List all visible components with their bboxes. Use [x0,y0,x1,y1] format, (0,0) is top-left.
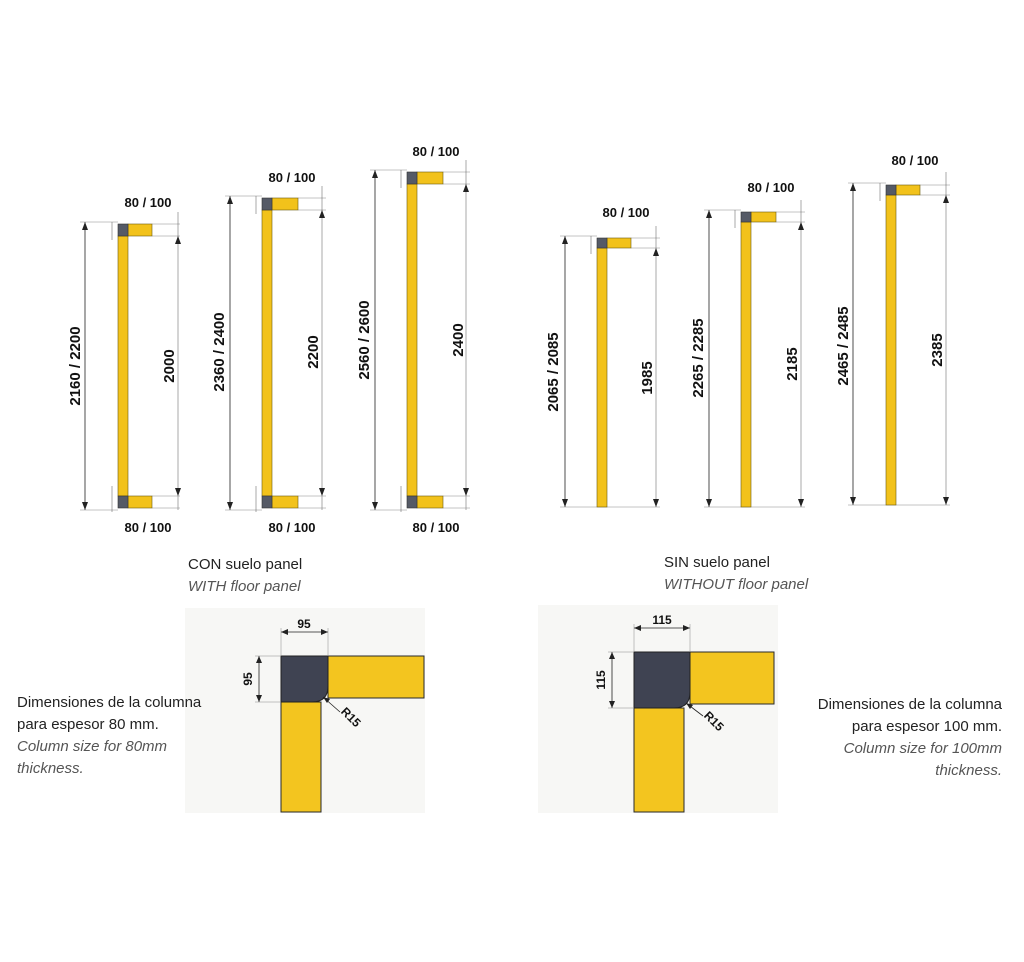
bottom-arm [271,495,299,509]
detail-80-caption-es-1: Dimensiones de la columna [17,694,202,711]
top-corner [406,171,418,185]
top-arm [416,171,444,185]
bottom-corner [261,495,273,509]
column-post [596,247,608,508]
without-floor-caption: SIN suelo panel WITHOUT floor panel [664,552,808,596]
detail-width-label: 95 [297,617,311,631]
total-height-label: 2160 / 2200 [67,326,84,405]
detail-80-drawing: 95 95 R15 [185,608,425,813]
top-corner [596,237,608,249]
total-height-label: 2265 / 2285 [690,318,707,397]
detail-height-label: 95 [241,672,255,686]
bottom-width-label: 80 / 100 [413,520,460,535]
top-arm [271,197,299,211]
without-floor-column-2: 80 / 100 2265 / 2285 2185 [690,180,805,508]
total-height-label: 2560 / 2600 [356,300,373,379]
top-arm [895,184,921,196]
column-post [406,183,418,497]
with-floor-column-3: 80 / 100 80 / 100 2560 / 2600 2400 [356,144,470,535]
bottom-arm [416,495,444,509]
top-width-label: 80 / 100 [125,195,172,210]
bottom-width-label: 80 / 100 [125,520,172,535]
column-post [117,235,129,497]
inner-height-label: 2000 [161,349,178,382]
detail-arm [689,651,775,705]
detail-arm [327,655,425,699]
with-floor-column-2: 80 / 100 80 / 100 2360 / 2400 2200 [211,170,326,535]
top-corner [117,223,129,237]
detail-100-caption-es-1: Dimensiones de la columna [817,696,1002,713]
bottom-width-label: 80 / 100 [269,520,316,535]
column-post [740,221,752,508]
column-post [885,194,897,506]
without-floor-column-3: 80 / 100 2465 / 2485 2385 [835,153,950,506]
with-floor-caption-es: CON suelo panel [188,556,303,573]
with-floor-caption-en: WITH floor panel [188,578,301,595]
top-corner [740,211,752,223]
without-floor-column-1: 80 / 100 2065 / 2085 1985 [545,205,660,508]
detail-80-caption: Dimensiones de la columna para espesor 8… [17,692,201,780]
total-height-label: 2465 / 2485 [835,306,852,385]
without-floor-caption-en: WITHOUT floor panel [664,576,809,593]
top-width-label: 80 / 100 [748,180,795,195]
without-floor-caption-es: SIN suelo panel [664,554,770,571]
detail-height-label: 115 [594,670,608,690]
detail-80-caption-es-2: para espesor 80 mm. [17,716,159,733]
detail-100-caption: Dimensiones de la columna para espesor 1… [818,694,1002,782]
total-height-label: 2065 / 2085 [545,332,562,411]
inner-height-label: 2185 [784,347,801,380]
with-floor-caption: CON suelo panel WITH floor panel [188,554,302,598]
detail-post [280,701,322,813]
detail-post [633,707,685,813]
detail-width-label: 115 [652,613,672,627]
detail-80-caption-en-1: Column size for 80mm [17,738,168,755]
inner-height-label: 1985 [639,361,656,394]
bottom-arm [127,495,153,509]
top-arm [606,237,632,249]
detail-100-drawing: 115 115 R15 [538,605,778,813]
top-arm [750,211,777,223]
top-corner [261,197,273,211]
detail-100-caption-en-2: thickness. [935,762,1002,779]
inner-height-label: 2385 [929,333,946,366]
column-post [261,209,273,497]
detail-80-caption-en-2: thickness. [17,760,84,777]
top-corner [885,184,897,196]
top-width-label: 80 / 100 [413,144,460,159]
detail-corner-block [280,655,329,703]
detail-100-caption-en-1: Column size for 100mm [843,740,1002,757]
inner-height-label: 2400 [450,323,467,356]
detail-100-caption-es-2: para espesor 100 mm. [851,718,1002,735]
top-width-label: 80 / 100 [892,153,939,168]
with-floor-column-1: 80 / 100 80 / 100 2160 / 2200 2000 [67,195,181,535]
total-height-label: 2360 / 2400 [211,312,228,391]
bottom-corner [117,495,129,509]
inner-height-label: 2200 [305,335,322,368]
detail-corner-block [633,651,691,709]
bottom-corner [406,495,418,509]
top-width-label: 80 / 100 [603,205,650,220]
top-width-label: 80 / 100 [269,170,316,185]
top-arm [127,223,153,237]
